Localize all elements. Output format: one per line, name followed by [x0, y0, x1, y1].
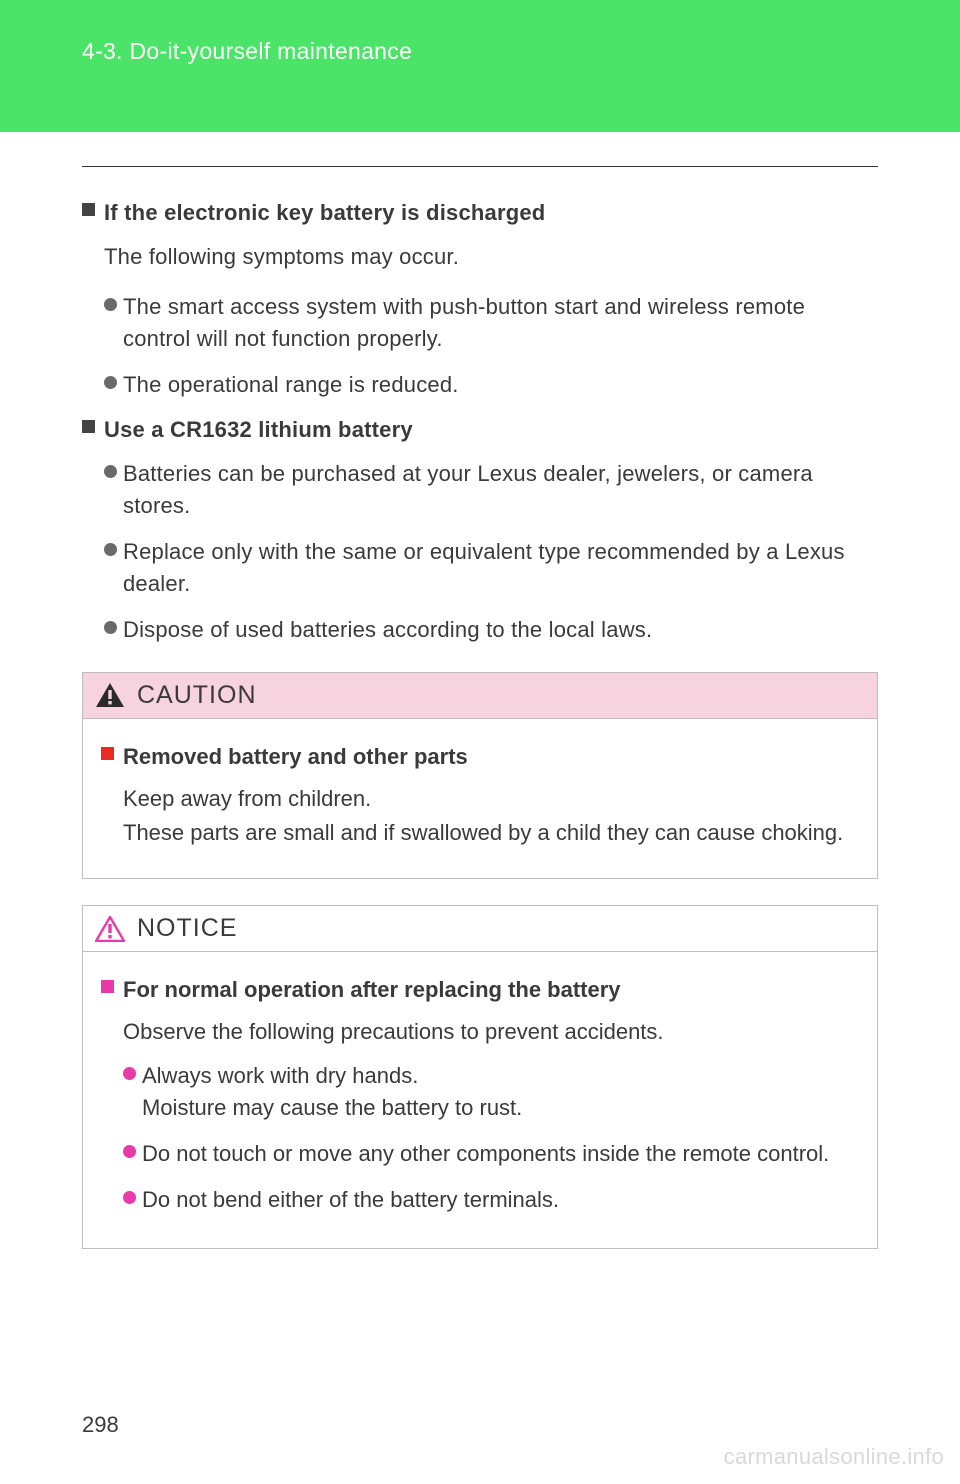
list-item: Do not touch or move any other component… — [123, 1138, 859, 1170]
square-bullet-icon — [82, 420, 95, 433]
list-item: The smart access system with push-button… — [104, 291, 878, 355]
notice-section-heading: For normal operation after replacing the… — [101, 974, 859, 1006]
section-heading: If the electronic key battery is dischar… — [82, 197, 878, 229]
square-bullet-icon — [101, 747, 114, 760]
page-header: 4-3. Do-it-yourself maintenance — [0, 0, 960, 132]
list-item: Replace only with the same or equivalent… — [104, 536, 878, 600]
notice-box: NOTICE For normal operation after replac… — [82, 905, 878, 1248]
section-intro: The following symptoms may occur. — [104, 241, 878, 273]
dot-bullet-icon — [104, 376, 117, 389]
dot-bullet-icon — [104, 621, 117, 634]
bullet-text: Replace only with the same or equivalent… — [123, 536, 878, 600]
notice-intro: Observe the following precautions to pre… — [123, 1016, 859, 1048]
bullet-text: Do not touch or move any other component… — [142, 1138, 859, 1170]
bullet-text: Always work with dry hands. Moisture may… — [142, 1060, 859, 1124]
list-item: Always work with dry hands. Moisture may… — [123, 1060, 859, 1124]
dot-bullet-icon — [123, 1145, 136, 1158]
caution-title: Removed battery and other parts — [123, 741, 468, 773]
notice-label: NOTICE — [137, 914, 237, 943]
bullet-text: The operational range is reduced. — [123, 369, 878, 401]
warning-triangle-outline-icon — [95, 916, 125, 942]
dot-bullet-icon — [104, 543, 117, 556]
bullet-text: Do not bend either of the battery termin… — [142, 1184, 859, 1216]
bullet-text: The smart access system with push-button… — [123, 291, 878, 355]
section-title: If the electronic key battery is dischar… — [104, 197, 545, 229]
caution-line: These parts are small and if swallowed b… — [123, 817, 859, 849]
caution-label: CAUTION — [137, 681, 257, 710]
caution-header: CAUTION — [83, 673, 877, 719]
section-title: Use a CR1632 lithium battery — [104, 414, 413, 446]
caution-body: Removed battery and other parts Keep awa… — [83, 719, 877, 879]
notice-header: NOTICE — [83, 906, 877, 952]
bullet-text: Batteries can be purchased at your Lexus… — [123, 458, 878, 522]
page-number: 298 — [82, 1412, 119, 1438]
header-title: 4-3. Do-it-yourself maintenance — [82, 38, 412, 64]
bullet-text: Dispose of used batteries according to t… — [123, 614, 878, 646]
section-heading: Use a CR1632 lithium battery — [82, 414, 878, 446]
warning-triangle-icon — [95, 682, 125, 708]
caution-section-heading: Removed battery and other parts — [101, 741, 859, 773]
caution-box: CAUTION Removed battery and other parts … — [82, 672, 878, 880]
list-item: The operational range is reduced. — [104, 369, 878, 401]
square-bullet-icon — [82, 203, 95, 216]
list-item: Do not bend either of the battery termin… — [123, 1184, 859, 1216]
list-item: Batteries can be purchased at your Lexus… — [104, 458, 878, 522]
square-bullet-icon — [101, 980, 114, 993]
dot-bullet-icon — [104, 465, 117, 478]
watermark: carmanualsonline.info — [724, 1444, 944, 1470]
caution-line: Keep away from children. — [123, 783, 859, 815]
dot-bullet-icon — [123, 1067, 136, 1080]
notice-title: For normal operation after replacing the… — [123, 974, 621, 1006]
list-item: Dispose of used batteries according to t… — [104, 614, 878, 646]
dot-bullet-icon — [104, 298, 117, 311]
main-content: If the electronic key battery is dischar… — [0, 167, 960, 646]
dot-bullet-icon — [123, 1191, 136, 1204]
notice-body: For normal operation after replacing the… — [83, 952, 877, 1247]
